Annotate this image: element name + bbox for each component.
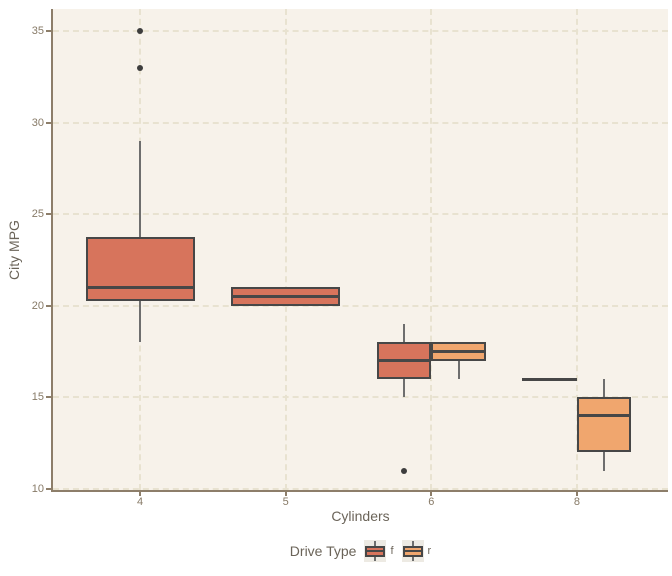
y-tick-mark — [46, 396, 52, 399]
y-gridline — [53, 213, 668, 216]
legend-glyph-median — [402, 550, 423, 552]
x-tick-mark — [284, 490, 287, 496]
y-tick-mark — [46, 304, 52, 307]
legend-entry-f: f — [364, 540, 394, 562]
median-line — [376, 359, 432, 363]
upper-whisker — [603, 379, 606, 398]
legend-glyph-median — [365, 550, 386, 552]
x-tick-mark — [430, 490, 433, 496]
lower-whisker — [603, 452, 606, 471]
y-tick-label: 35 — [31, 25, 44, 37]
median-line — [431, 350, 486, 354]
median-line — [231, 295, 341, 299]
outlier-point — [401, 467, 408, 474]
y-tick-mark — [46, 488, 52, 490]
x-tick-label: 4 — [136, 496, 144, 508]
upper-whisker — [403, 324, 406, 343]
y-tick-label: 10 — [31, 483, 44, 495]
y-gridline — [53, 30, 668, 32]
x-gridline — [284, 9, 287, 490]
y-gridline — [53, 396, 668, 399]
y-tick-label: 20 — [31, 299, 44, 312]
y-axis-line — [51, 9, 53, 492]
y-tick-label: 30 — [31, 116, 44, 129]
x-tick-label: 5 — [282, 496, 289, 508]
y-tick-mark — [46, 121, 52, 124]
lower-whisker — [403, 379, 406, 398]
x-axis-line — [51, 490, 668, 492]
y-gridline — [53, 488, 668, 490]
boxplot-box-f — [85, 237, 195, 302]
lower-whisker — [457, 360, 460, 380]
median-line — [576, 414, 632, 418]
x-tick-mark — [139, 490, 141, 496]
y-axis-title: City MPG — [6, 220, 22, 280]
legend-title: Drive Type — [289, 543, 357, 559]
x-tick-label: 6 — [428, 496, 435, 508]
y-gridline — [53, 304, 668, 307]
lower-whisker — [139, 301, 141, 343]
x-tick-mark — [575, 490, 578, 496]
legend-entry-r: r — [401, 540, 432, 562]
outlier-point — [137, 64, 143, 71]
median-line — [85, 285, 195, 289]
legend-entry-label: f — [390, 545, 394, 557]
y-tick-mark — [46, 213, 52, 216]
x-tick-label: 8 — [573, 496, 581, 508]
y-tick-label: 15 — [31, 391, 44, 404]
outlier-point — [137, 28, 143, 34]
boxplot-box-r — [576, 397, 632, 453]
x-axis-title: Cylinders — [331, 508, 390, 524]
y-gridline — [53, 121, 668, 124]
legend-key-boxplot-glyph — [364, 540, 387, 562]
x-gridline — [575, 9, 578, 490]
y-tick-label: 25 — [31, 208, 44, 221]
median-line — [522, 377, 577, 381]
legend-key-boxplot-glyph — [401, 540, 424, 562]
legend-entry-label: r — [427, 545, 432, 557]
y-tick-mark — [46, 30, 52, 32]
x-gridline — [430, 9, 433, 490]
upper-whisker — [139, 140, 141, 238]
